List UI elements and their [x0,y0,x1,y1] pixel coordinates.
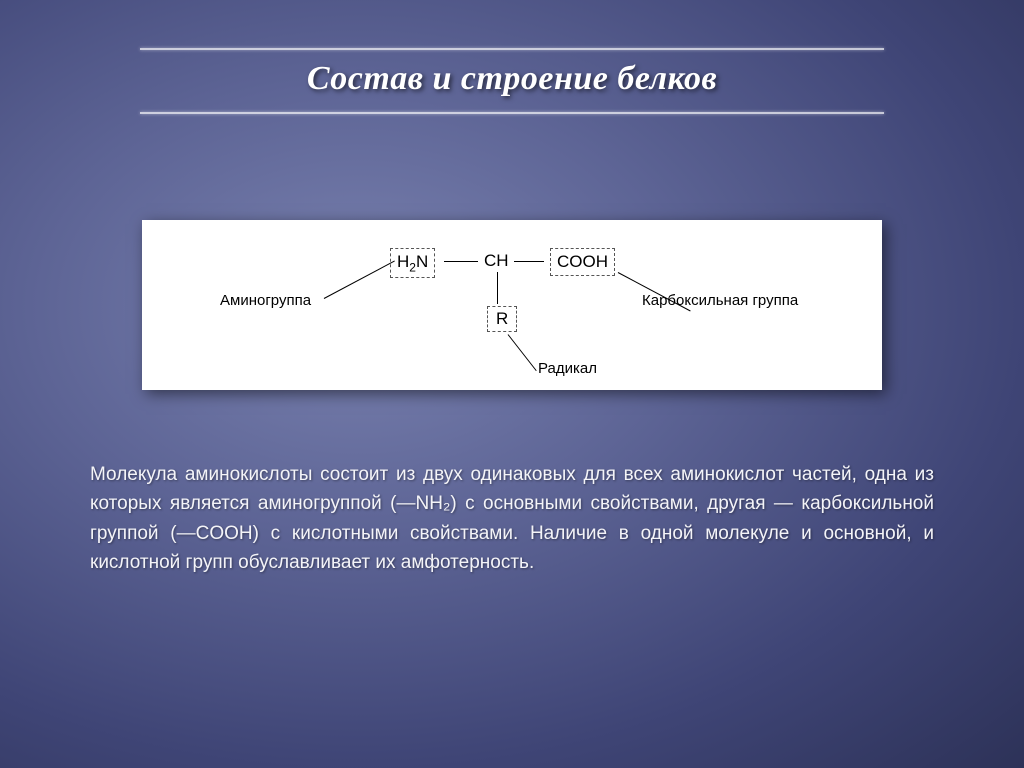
diagram-canvas: H2N CH COOH R Аминогруппа Карбоксильная … [142,220,882,390]
label-carboxyl: Карбоксильная группа [642,292,798,309]
body-paragraph: Молекула аминокислоты состоит из двух од… [90,460,934,578]
lead-amino [324,261,395,299]
bond-left [444,261,478,262]
page-title: Состав и строение белков [140,50,884,112]
box-cooh: COOH [550,248,615,276]
title-rule-bottom [140,112,884,114]
text-ch: CH [484,251,509,271]
box-r: R [487,306,517,332]
label-amino: Аминогруппа [220,292,311,309]
bond-down [497,272,498,304]
amino-acid-diagram: H2N CH COOH R Аминогруппа Карбоксильная … [142,220,882,390]
bond-right [514,261,544,262]
label-radical: Радикал [538,360,597,377]
box-h2n: H2N [390,248,435,278]
title-block: Состав и строение белков [140,48,884,114]
lead-radical [508,334,537,371]
